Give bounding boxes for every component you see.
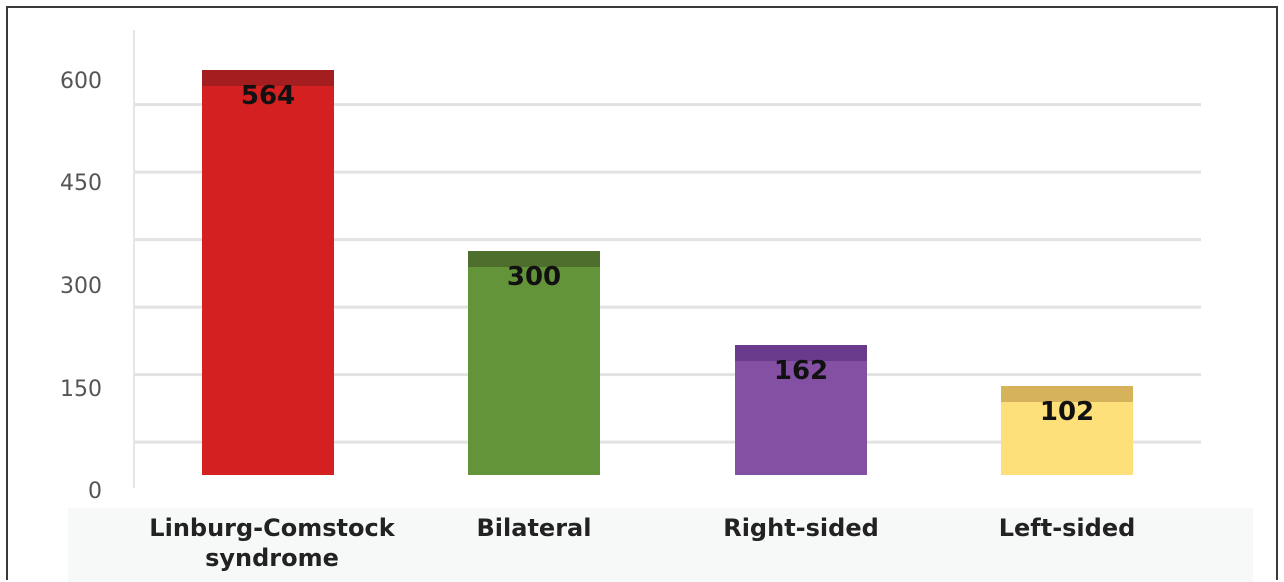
bar — [468, 251, 600, 475]
category-label: Right-sided — [723, 514, 879, 542]
bar-chart: 0 150 300 450 600 564 300 162 102 Linburg-Comst… — [60, 30, 1253, 582]
bar-cap — [468, 251, 600, 267]
y-tick-label: 600 — [60, 69, 102, 94]
category-label: Left-sided — [999, 514, 1136, 542]
category-label: Bilateral — [477, 514, 592, 542]
y-tick-label: 0 — [88, 479, 102, 504]
chart-frame: 0 150 300 450 600 564 300 162 102 Linburg-Comst… — [6, 6, 1278, 582]
bar — [202, 70, 334, 475]
data-label: 564 — [241, 81, 295, 111]
category-band — [68, 508, 1253, 582]
category-label: syndrome — [205, 544, 339, 572]
data-label: 102 — [1040, 397, 1094, 427]
y-axis-ticks: 0 150 300 450 600 — [60, 69, 102, 504]
bar — [735, 345, 867, 475]
data-label: 162 — [774, 356, 828, 386]
data-label: 300 — [507, 262, 561, 292]
bars — [202, 70, 1133, 475]
bar-cap — [202, 70, 334, 86]
bar-cap — [1001, 386, 1133, 402]
y-tick-label: 450 — [60, 171, 102, 196]
y-tick-label: 300 — [60, 274, 102, 299]
category-label: Linburg-Comstock — [149, 514, 395, 542]
bar-cap — [735, 345, 867, 361]
y-tick-label: 150 — [60, 377, 102, 402]
data-labels: 564 300 162 102 — [241, 81, 1094, 427]
